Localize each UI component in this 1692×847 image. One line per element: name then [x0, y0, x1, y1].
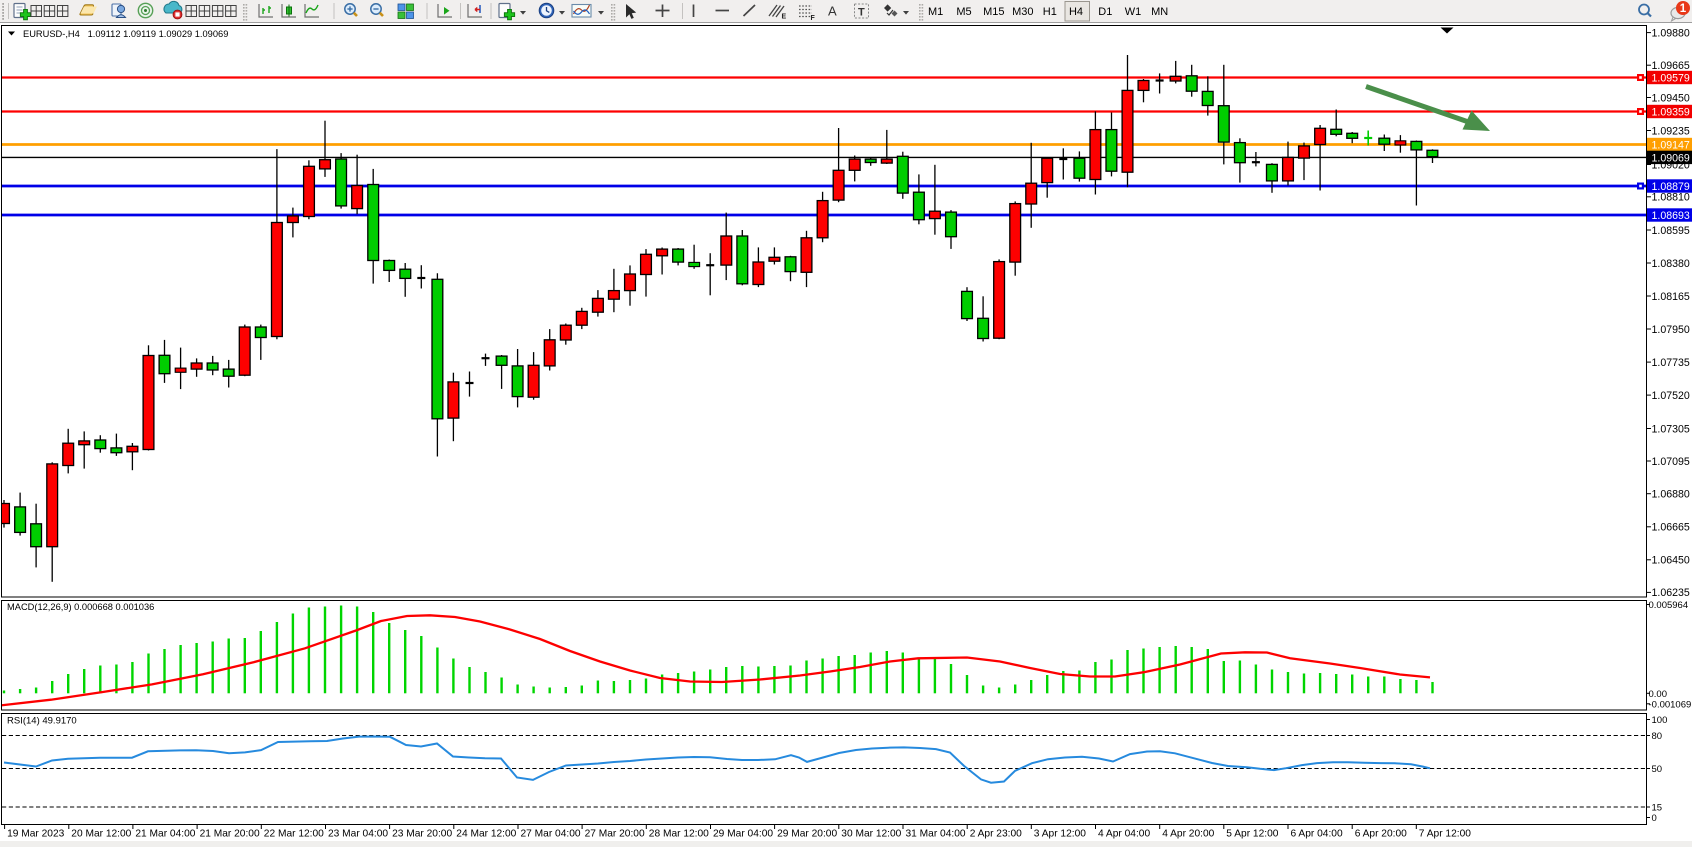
svg-text:1.07305: 1.07305: [1652, 423, 1690, 435]
svg-text:80: 80: [1652, 731, 1663, 742]
svg-text:1.08879: 1.08879: [1652, 181, 1690, 193]
svg-text:1.06235: 1.06235: [1652, 587, 1690, 599]
svg-text:0.00: 0.00: [1649, 689, 1668, 700]
svg-text:1.06450: 1.06450: [1652, 555, 1690, 567]
svg-text:0: 0: [1652, 813, 1657, 824]
svg-text:1.09450: 1.09450: [1652, 92, 1690, 104]
svg-text:31 Mar 04:00: 31 Mar 04:00: [906, 829, 966, 840]
svg-text:W1: W1: [1125, 6, 1142, 18]
svg-text:1.08165: 1.08165: [1652, 291, 1690, 303]
svg-text:22 Mar 12:00: 22 Mar 12:00: [264, 829, 324, 840]
svg-text:100: 100: [1652, 715, 1668, 726]
svg-text:1.09235: 1.09235: [1652, 125, 1690, 137]
svg-text:MN: MN: [1151, 6, 1168, 18]
svg-text:29 Mar 04:00: 29 Mar 04:00: [713, 829, 773, 840]
svg-text:1.07735: 1.07735: [1652, 357, 1690, 369]
svg-text:1.09665: 1.09665: [1652, 60, 1690, 72]
svg-text:15: 15: [1652, 803, 1663, 814]
svg-text:E: E: [782, 14, 787, 21]
svg-text:19 Mar 2023: 19 Mar 2023: [7, 829, 65, 840]
svg-text:1.09069: 1.09069: [1652, 152, 1690, 164]
svg-text:1.09579: 1.09579: [1652, 73, 1690, 85]
svg-text:50: 50: [1652, 764, 1663, 775]
svg-text:29 Mar 20:00: 29 Mar 20:00: [777, 829, 837, 840]
svg-text:1.09359: 1.09359: [1652, 107, 1690, 119]
svg-text:2 Apr 23:00: 2 Apr 23:00: [970, 829, 1022, 840]
svg-text:M30: M30: [1012, 6, 1033, 18]
svg-text:MACD(12,26,9) 0.000668 0.00103: MACD(12,26,9) 0.000668 0.001036: [7, 602, 154, 612]
svg-text:D1: D1: [1098, 6, 1112, 18]
svg-text:1.08380: 1.08380: [1652, 258, 1690, 270]
svg-text:1.08693: 1.08693: [1652, 210, 1690, 222]
svg-text:24 Mar 12:00: 24 Mar 12:00: [456, 829, 516, 840]
svg-text:EURUSD-,H4 1.09112 1.09119 1: EURUSD-,H4 1.09112 1.09119 1.09029 1.090…: [23, 29, 228, 39]
svg-text:1.09880: 1.09880: [1652, 27, 1690, 39]
svg-text:6 Apr 20:00: 6 Apr 20:00: [1355, 829, 1407, 840]
svg-text:1.08595: 1.08595: [1652, 225, 1690, 237]
svg-text:30 Mar 12:00: 30 Mar 12:00: [841, 829, 901, 840]
svg-text:RSI(14) 49.9170: RSI(14) 49.9170: [7, 716, 77, 727]
svg-text:1: 1: [1680, 3, 1687, 15]
svg-text:1.07095: 1.07095: [1652, 456, 1690, 468]
svg-text:1.06665: 1.06665: [1652, 522, 1690, 534]
svg-text:M5: M5: [956, 6, 971, 18]
svg-text:21 Mar 04:00: 21 Mar 04:00: [135, 829, 195, 840]
svg-text:5 Apr 12:00: 5 Apr 12:00: [1226, 829, 1278, 840]
svg-text:27 Mar 04:00: 27 Mar 04:00: [521, 829, 581, 840]
svg-text:M1: M1: [928, 6, 943, 18]
svg-text:23 Mar 04:00: 23 Mar 04:00: [328, 829, 388, 840]
svg-text:20 Mar 12:00: 20 Mar 12:00: [71, 829, 131, 840]
svg-text:1.07520: 1.07520: [1652, 390, 1690, 402]
svg-text:0.005964: 0.005964: [1649, 600, 1689, 611]
svg-text:M15: M15: [983, 6, 1004, 18]
svg-text:4 Apr 04:00: 4 Apr 04:00: [1098, 829, 1150, 840]
svg-text:-0.001069: -0.001069: [1649, 699, 1692, 710]
svg-text:F: F: [811, 15, 816, 22]
svg-text:1.09147: 1.09147: [1652, 140, 1690, 152]
svg-text:H4: H4: [1069, 6, 1083, 18]
svg-text:1.06880: 1.06880: [1652, 489, 1690, 501]
svg-text:27 Mar 20:00: 27 Mar 20:00: [585, 829, 645, 840]
svg-text:23 Mar 20:00: 23 Mar 20:00: [392, 829, 452, 840]
svg-text:28 Mar 12:00: 28 Mar 12:00: [649, 829, 709, 840]
svg-text:1.08810: 1.08810: [1652, 192, 1690, 204]
svg-text:6 Apr 04:00: 6 Apr 04:00: [1291, 829, 1343, 840]
svg-text:7 Apr 12:00: 7 Apr 12:00: [1419, 829, 1471, 840]
svg-text:T: T: [858, 7, 865, 19]
svg-text:A: A: [828, 4, 837, 19]
svg-text:4 Apr 20:00: 4 Apr 20:00: [1162, 829, 1214, 840]
svg-text:3 Apr 12:00: 3 Apr 12:00: [1034, 829, 1086, 840]
svg-text:1.07950: 1.07950: [1652, 324, 1690, 336]
svg-text:H1: H1: [1043, 6, 1057, 18]
svg-text:21 Mar 20:00: 21 Mar 20:00: [200, 829, 260, 840]
